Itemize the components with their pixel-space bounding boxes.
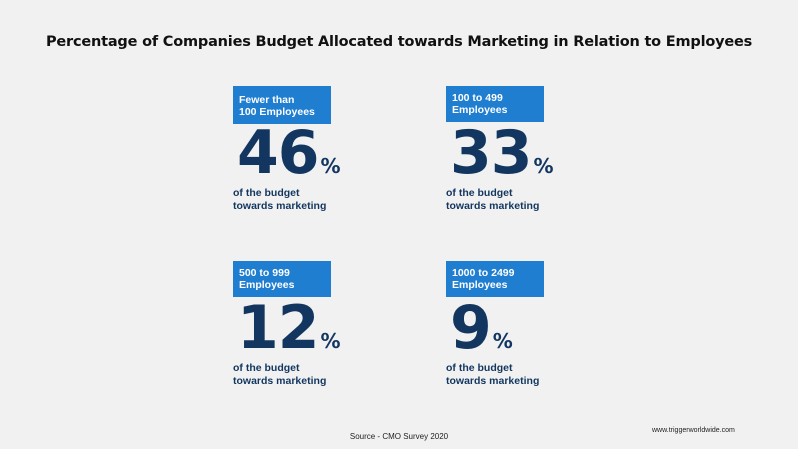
- stat-caption: of the budget towards marketing: [446, 187, 540, 212]
- employee-range-badge: 100 to 499 Employees: [446, 86, 544, 122]
- stat-block-under-100: Fewer than 100 Employees 46% of the budg…: [233, 86, 473, 226]
- stat-caption: of the budget towards marketing: [233, 362, 327, 387]
- stat-number: 9: [450, 293, 492, 363]
- stat-block-500-999: 500 to 999 Employees 12% of the budget t…: [233, 261, 473, 401]
- employee-range-badge: 1000 to 2499 Employees: [446, 261, 544, 297]
- percent-sign: %: [320, 154, 341, 178]
- stat-block-100-499: 100 to 499 Employees 33% of the budget t…: [446, 86, 686, 226]
- stat-value: 9%: [450, 297, 513, 372]
- employee-range-badge: Fewer than 100 Employees: [233, 86, 331, 124]
- percent-sign: %: [492, 329, 513, 353]
- stat-number: 12: [237, 293, 319, 363]
- stat-value: 46%: [237, 122, 341, 197]
- stat-value: 33%: [450, 122, 554, 197]
- source-note: Source - CMO Survey 2020: [349, 432, 449, 441]
- website-url: www.triggerworldwide.com: [652, 427, 735, 434]
- stat-caption: of the budget towards marketing: [233, 187, 327, 212]
- percent-sign: %: [320, 329, 341, 353]
- chart-title: Percentage of Companies Budget Allocated…: [45, 34, 753, 50]
- percent-sign: %: [533, 154, 554, 178]
- stat-number: 46: [237, 118, 319, 188]
- stat-block-1000-2499: 1000 to 2499 Employees 9% of the budget …: [446, 261, 686, 401]
- stat-caption: of the budget towards marketing: [446, 362, 540, 387]
- employee-range-badge: 500 to 999 Employees: [233, 261, 331, 297]
- stat-value: 12%: [237, 297, 341, 372]
- stat-number: 33: [450, 118, 532, 188]
